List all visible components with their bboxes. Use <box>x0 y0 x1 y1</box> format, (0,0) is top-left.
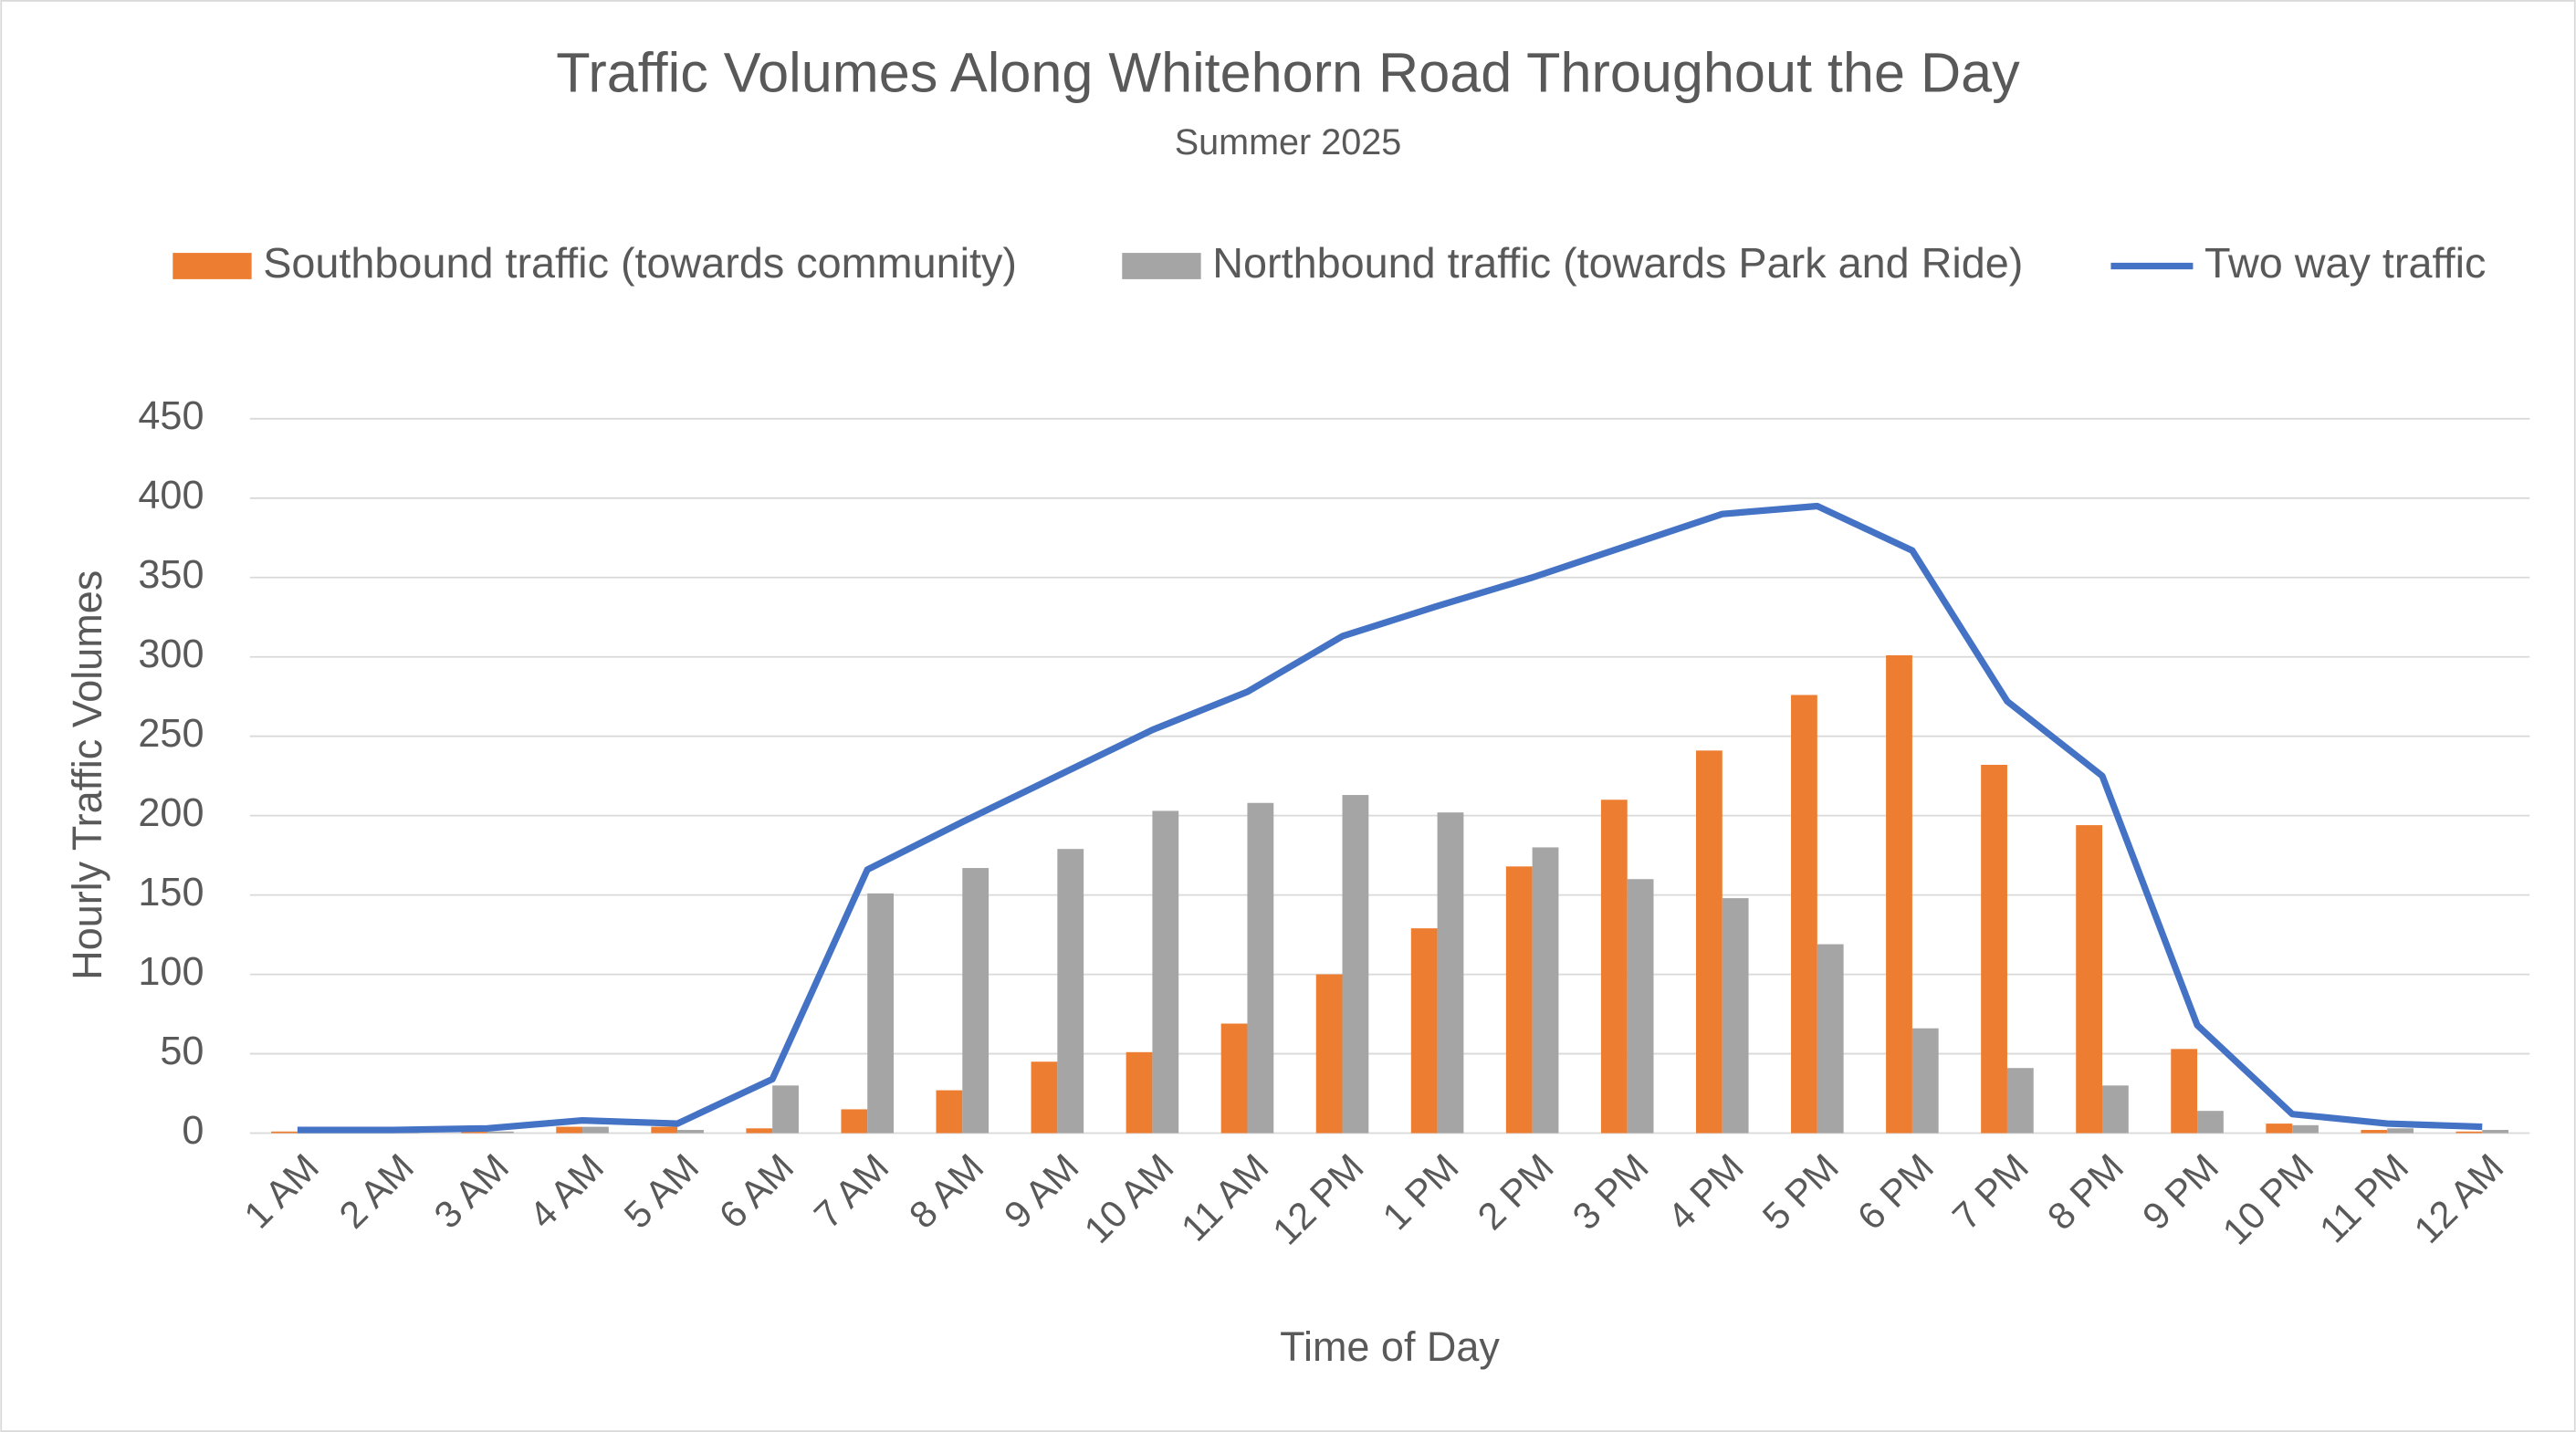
bar <box>841 1109 868 1134</box>
bar <box>271 1131 298 1134</box>
bar <box>556 1126 583 1134</box>
y-tick-label: 150 <box>138 871 204 915</box>
bar <box>1981 764 2007 1134</box>
bar <box>1600 800 1628 1134</box>
bar <box>1695 750 1723 1134</box>
bar <box>936 1090 963 1134</box>
bar <box>2292 1124 2319 1134</box>
bar <box>1152 810 1179 1134</box>
bar <box>962 868 990 1134</box>
bar <box>2076 825 2103 1134</box>
bar <box>1791 695 1817 1134</box>
bar <box>2361 1130 2388 1134</box>
bar <box>1031 1061 1058 1134</box>
bar <box>2266 1124 2293 1134</box>
bar <box>461 1131 487 1134</box>
bar <box>487 1131 514 1134</box>
bar <box>1505 866 1533 1134</box>
bar <box>746 1128 773 1134</box>
bar <box>772 1085 799 1134</box>
bar <box>651 1126 678 1134</box>
y-tick-label: 350 <box>138 553 204 597</box>
bar <box>2482 1130 2509 1134</box>
legend-swatch <box>1122 253 1201 279</box>
bar <box>1722 898 1749 1134</box>
y-tick-label: 400 <box>138 474 204 517</box>
y-tick-label: 200 <box>138 791 204 835</box>
chart-title: Traffic Volumes Along Whitehorn Road Thr… <box>556 42 2020 104</box>
bar <box>2456 1131 2483 1134</box>
legend-label: Northbound traffic (towards Park and Rid… <box>1212 239 2023 287</box>
bar <box>2006 1068 2034 1134</box>
bar <box>582 1126 609 1134</box>
bar <box>2102 1085 2129 1134</box>
y-tick-label: 0 <box>182 1109 204 1153</box>
y-tick-label: 50 <box>160 1030 204 1073</box>
legend-label: Two way traffic <box>2204 239 2486 287</box>
bar <box>1911 1028 1939 1134</box>
bar <box>1220 1023 1248 1134</box>
bar <box>1247 802 1274 1134</box>
bar <box>1342 795 1369 1134</box>
bar <box>1410 928 1438 1134</box>
bar <box>1057 849 1084 1134</box>
x-axis-title: Time of Day <box>1280 1323 1500 1370</box>
y-tick-label: 100 <box>138 950 204 994</box>
bar <box>867 893 895 1134</box>
bar <box>1126 1051 1153 1134</box>
bar <box>2171 1049 2198 1134</box>
bar <box>2387 1128 2414 1134</box>
bar <box>677 1130 704 1134</box>
legend-label: Southbound traffic (towards community) <box>263 239 1017 287</box>
bar <box>1627 879 1654 1134</box>
chart-subtitle: Summer 2025 <box>1175 122 1402 162</box>
bar <box>2197 1111 2224 1134</box>
bar <box>1532 847 1559 1134</box>
line <box>297 502 2483 1134</box>
bar <box>1437 812 1464 1134</box>
bar <box>1315 974 1343 1134</box>
bar <box>1886 654 1912 1134</box>
bar <box>1817 944 1844 1134</box>
y-tick-label: 450 <box>138 394 204 438</box>
legend-swatch <box>173 253 252 279</box>
y-tick-label: 250 <box>138 712 204 756</box>
y-tick-label: 300 <box>138 632 204 676</box>
y-axis-title: Hourly Traffic Volumes <box>64 570 110 980</box>
